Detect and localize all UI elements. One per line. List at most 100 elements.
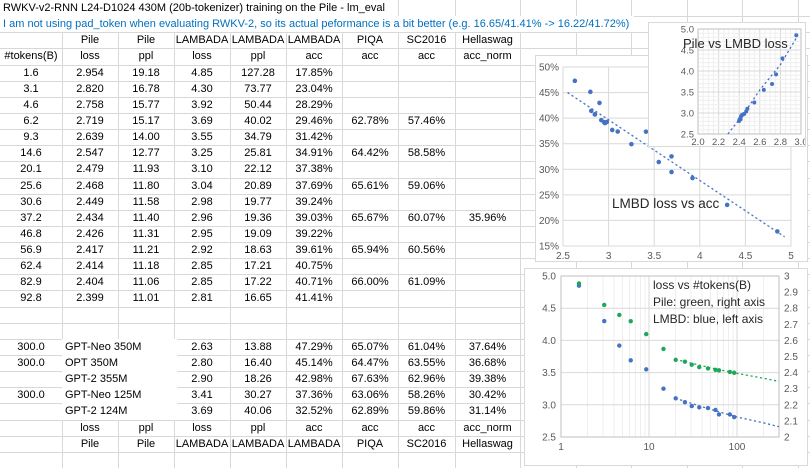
data-cell[interactable]: 25.81	[244, 147, 272, 160]
data-cell[interactable]: 31.42%	[295, 131, 333, 144]
data-cell[interactable]: 2.81	[191, 292, 213, 305]
data-cell[interactable]: 16.65	[244, 292, 272, 305]
data-cell[interactable]: 2.820	[76, 82, 104, 95]
chart-loss-vs-tokens[interactable]: 1 10 100 2.5 3.0 3.5 4.0 4.5 5.0 2 2.1 2.2 2.3 2.4 2.5…	[524, 268, 808, 466]
data-cell[interactable]: 9.3	[23, 131, 39, 144]
data-cell[interactable]: 45.14%	[295, 357, 333, 370]
data-cell[interactable]: 37.69%	[295, 179, 333, 192]
column-header-cell[interactable]: loss	[192, 50, 212, 63]
data-cell[interactable]: 19.36	[244, 211, 272, 224]
data-cell[interactable]: 3.55	[191, 131, 213, 144]
data-cell[interactable]: 65.07%	[351, 340, 389, 353]
data-cell[interactable]: 19.77	[244, 195, 272, 208]
data-cell[interactable]: 300.0	[17, 389, 45, 402]
data-cell[interactable]: 11.06	[132, 276, 160, 289]
data-cell[interactable]: 3.41	[191, 389, 213, 402]
data-cell[interactable]: 37.64%	[468, 340, 507, 353]
note-cell[interactable]: I am not using pad_token when evaluating…	[0, 16, 635, 33]
data-cell[interactable]: 47.29%	[295, 340, 333, 353]
data-cell[interactable]: 3.1	[23, 82, 39, 95]
data-cell[interactable]: 2.417	[76, 244, 104, 257]
data-cell[interactable]: 42.98%	[295, 373, 333, 386]
data-cell[interactable]: 6.2	[23, 114, 39, 127]
group-header-cell[interactable]: Hellaswag	[462, 34, 513, 47]
footer-metric-cell[interactable]: acc	[305, 421, 323, 434]
data-cell[interactable]: 41.41%	[295, 292, 333, 305]
data-cell[interactable]: 63.06%	[351, 389, 389, 402]
data-cell[interactable]: 2.399	[76, 292, 104, 305]
data-cell[interactable]: 2.85	[191, 260, 213, 273]
data-cell[interactable]: 66.00%	[351, 276, 389, 289]
data-cell[interactable]: 17.22	[244, 276, 272, 289]
data-cell[interactable]: 30.42%	[468, 389, 507, 402]
data-cell[interactable]: 57.46%	[407, 114, 446, 127]
data-cell[interactable]: 92.8	[20, 292, 42, 305]
data-cell[interactable]: 62.89%	[351, 405, 389, 418]
footer-dataset-cell[interactable]: Pile	[80, 437, 100, 450]
data-cell[interactable]: 50.44	[244, 98, 272, 111]
footer-metric-cell[interactable]: loss	[192, 421, 212, 434]
data-cell[interactable]: 40.02	[244, 114, 272, 127]
data-cell[interactable]: 15.77	[132, 98, 160, 111]
data-cell[interactable]: 39.38%	[468, 373, 507, 386]
data-cell[interactable]: 3.92	[191, 98, 213, 111]
column-header-cell[interactable]: ppl	[138, 50, 154, 63]
data-cell[interactable]: 61.04%	[407, 340, 446, 353]
group-header-cell[interactable]: Pile	[80, 34, 100, 47]
footer-dataset-cell[interactable]: Hellaswag	[462, 437, 513, 450]
data-cell[interactable]: 2.63	[191, 340, 213, 353]
model-name-cell[interactable]: GPT-Neo 350M	[62, 338, 177, 356]
footer-metric-cell[interactable]: ppl	[138, 421, 154, 434]
data-cell[interactable]: 17.21	[244, 260, 272, 273]
data-cell[interactable]: 19.18	[132, 66, 160, 79]
data-cell[interactable]: 25.6	[20, 179, 42, 192]
data-cell[interactable]: 2.92	[191, 244, 213, 257]
data-cell[interactable]: 65.94%	[351, 244, 389, 257]
model-name-cell[interactable]: GPT-2 124M	[62, 403, 177, 420]
group-header-cell[interactable]: Pile	[136, 34, 156, 47]
group-header-cell[interactable]: LAMBADA	[175, 34, 229, 47]
data-cell[interactable]: 11.18	[132, 260, 160, 273]
data-cell[interactable]: 40.75%	[295, 260, 333, 273]
column-header-cell[interactable]: loss	[80, 50, 100, 63]
data-cell[interactable]: 35.96%	[468, 211, 507, 224]
data-cell[interactable]: 2.98	[191, 195, 213, 208]
data-cell[interactable]: 2.639	[76, 131, 104, 144]
data-cell[interactable]: 58.58%	[407, 147, 446, 160]
data-cell[interactable]: 37.38%	[295, 163, 333, 176]
model-name-cell[interactable]: GPT-Neo 125M	[62, 387, 177, 404]
data-cell[interactable]: 30.27	[244, 389, 272, 402]
data-cell[interactable]: 60.07%	[407, 211, 446, 224]
data-cell[interactable]: 11.80	[132, 179, 160, 192]
data-cell[interactable]: 19.09	[244, 227, 272, 240]
data-cell[interactable]: 2.90	[191, 373, 213, 386]
model-name-cell[interactable]: OPT 350M	[62, 355, 177, 372]
data-cell[interactable]: 65.61%	[351, 179, 389, 192]
footer-dataset-cell[interactable]: Pile	[136, 437, 156, 450]
model-name-cell[interactable]: GPT-2 355M	[62, 371, 177, 388]
data-cell[interactable]: 39.61%	[295, 244, 333, 257]
data-cell[interactable]: 32.52%	[295, 405, 333, 418]
data-cell[interactable]: 37.2	[20, 211, 42, 224]
data-cell[interactable]: 2.414	[76, 260, 104, 273]
data-cell[interactable]: 3.69	[191, 114, 213, 127]
data-cell[interactable]: 62.96%	[407, 373, 446, 386]
data-cell[interactable]: 62.4	[20, 260, 42, 273]
data-cell[interactable]: 34.79	[244, 131, 272, 144]
data-cell[interactable]: 4.85	[191, 66, 213, 79]
data-cell[interactable]: 300.0	[17, 357, 45, 370]
chart-pile-vs-lmbd-loss[interactable]: 2.0 2.2 2.4 2.6 2.8 3.0 2.5 3.0 3.5 4.0 4.5 5.0 Pile…	[648, 22, 806, 147]
column-header-cell[interactable]: ppl	[250, 50, 266, 63]
footer-dataset-cell[interactable]: PIQA	[356, 437, 384, 450]
data-cell[interactable]: 3.04	[191, 179, 213, 192]
data-cell[interactable]: 14.6	[20, 147, 42, 160]
data-cell[interactable]: 17.85%	[295, 66, 333, 79]
footer-dataset-cell[interactable]: SC2016	[406, 437, 447, 450]
data-cell[interactable]: 39.03%	[295, 211, 333, 224]
data-cell[interactable]: 28.29%	[295, 98, 333, 111]
data-cell[interactable]: 34.91%	[295, 147, 333, 160]
data-cell[interactable]: 2.758	[76, 98, 104, 111]
data-cell[interactable]: 29.46%	[295, 114, 333, 127]
data-cell[interactable]: 2.85	[191, 276, 213, 289]
data-cell[interactable]: 64.47%	[351, 357, 389, 370]
